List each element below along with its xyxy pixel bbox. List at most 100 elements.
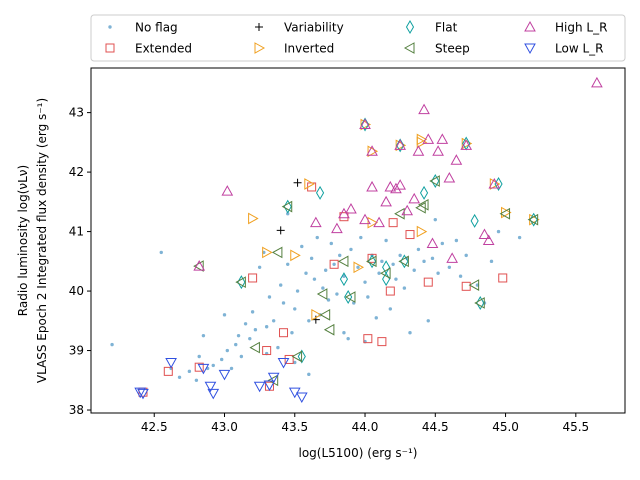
data-point: [401, 204, 414, 216]
data-point: [478, 228, 491, 240]
data-point: [363, 280, 367, 284]
series-high-l-r: [193, 76, 603, 271]
data-point: [394, 139, 407, 150]
data-point: [429, 175, 440, 187]
data-point: [321, 286, 325, 290]
x-tick-label: 45.5: [562, 420, 589, 434]
y-tick-label: 41: [69, 225, 84, 239]
data-point: [276, 226, 285, 235]
axis-ticks: 42.5 43.0 43.5 44.0 44.5 45.0 45.5 38 39 40 41 42 43: [69, 106, 589, 434]
data-point: [187, 369, 192, 374]
data-point: [211, 363, 215, 368]
data-point: [380, 259, 384, 264]
data-point: [295, 392, 308, 403]
data-point: [110, 342, 114, 347]
data-point: [262, 246, 273, 259]
data-point: [307, 319, 311, 323]
x-tick-label: 43.0: [211, 420, 238, 434]
data-point: [373, 216, 385, 228]
legend-marker: [105, 43, 115, 53]
data-point: [293, 178, 302, 187]
data-point: [394, 207, 405, 220]
y-tick-label: 39: [69, 344, 84, 358]
data-point: [380, 267, 391, 280]
data-point: [496, 229, 501, 234]
data-point: [367, 145, 379, 158]
data-point: [250, 310, 255, 314]
data-point: [248, 336, 252, 341]
x-tick-label: 43.5: [281, 420, 308, 434]
legend-item: Extended: [105, 42, 192, 56]
data-point: [458, 274, 463, 278]
data-point: [474, 297, 485, 309]
legend-item: Inverted: [254, 42, 334, 56]
legend-label: Inverted: [284, 42, 334, 56]
data-point: [422, 259, 426, 264]
data-point: [284, 354, 294, 364]
legend-label: No flag: [135, 21, 178, 35]
data-point: [221, 185, 234, 196]
data-point: [405, 230, 415, 240]
data-point: [229, 366, 234, 371]
data-point: [177, 375, 182, 380]
data-point: [316, 288, 328, 300]
data-point: [323, 323, 335, 336]
data-point: [416, 225, 428, 238]
data-point: [293, 307, 297, 311]
data-point: [300, 244, 304, 249]
legend-item: Variability: [255, 21, 344, 35]
data-point: [366, 295, 370, 299]
data-point: [286, 212, 290, 216]
data-point: [297, 349, 306, 364]
legend-label: Flat: [435, 21, 458, 35]
data-point: [193, 260, 206, 271]
data-point: [309, 216, 322, 228]
legend-marker: [255, 23, 263, 31]
data-point: [267, 295, 272, 299]
data-point: [219, 357, 224, 362]
data-point: [398, 255, 409, 268]
data-point: [382, 260, 391, 275]
x-tick-label: 42.5: [141, 420, 168, 434]
data-point: [281, 200, 293, 213]
legend-item: No flag: [108, 21, 178, 35]
data-point: [360, 117, 370, 132]
data-point: [345, 202, 357, 214]
data-point: [443, 172, 456, 183]
data-point: [359, 235, 363, 240]
data-point: [377, 337, 387, 347]
data-point: [137, 388, 149, 400]
data-point: [329, 241, 333, 246]
data-point: [253, 328, 258, 332]
data-point: [366, 145, 378, 156]
data-point: [159, 250, 163, 255]
data-point: [482, 234, 495, 245]
data-point: [267, 372, 280, 384]
data-point: [331, 222, 343, 234]
data-point: [419, 185, 429, 200]
x-axis-label: log(L5100) (erg s⁻¹): [299, 446, 418, 460]
data-point: [193, 260, 204, 272]
data-point: [388, 307, 393, 311]
data-point: [366, 180, 378, 192]
data-point: [197, 363, 210, 375]
data-point: [418, 198, 429, 211]
data-point: [264, 325, 269, 329]
data-point: [277, 357, 290, 369]
y-tick-label: 38: [69, 403, 84, 417]
data-point: [329, 259, 339, 269]
data-point: [460, 139, 473, 150]
data-point: [234, 342, 238, 347]
data-point: [398, 253, 402, 258]
data-point: [391, 262, 395, 266]
data-point: [290, 330, 294, 335]
data-point: [440, 241, 445, 246]
data-point: [163, 366, 173, 376]
data-point: [312, 277, 317, 281]
legend-label: Steep: [435, 42, 470, 56]
data-point: [359, 118, 371, 130]
data-point: [470, 213, 479, 228]
data-point: [263, 380, 276, 392]
data-point: [281, 301, 286, 305]
x-tick-label: 45.0: [492, 420, 519, 434]
